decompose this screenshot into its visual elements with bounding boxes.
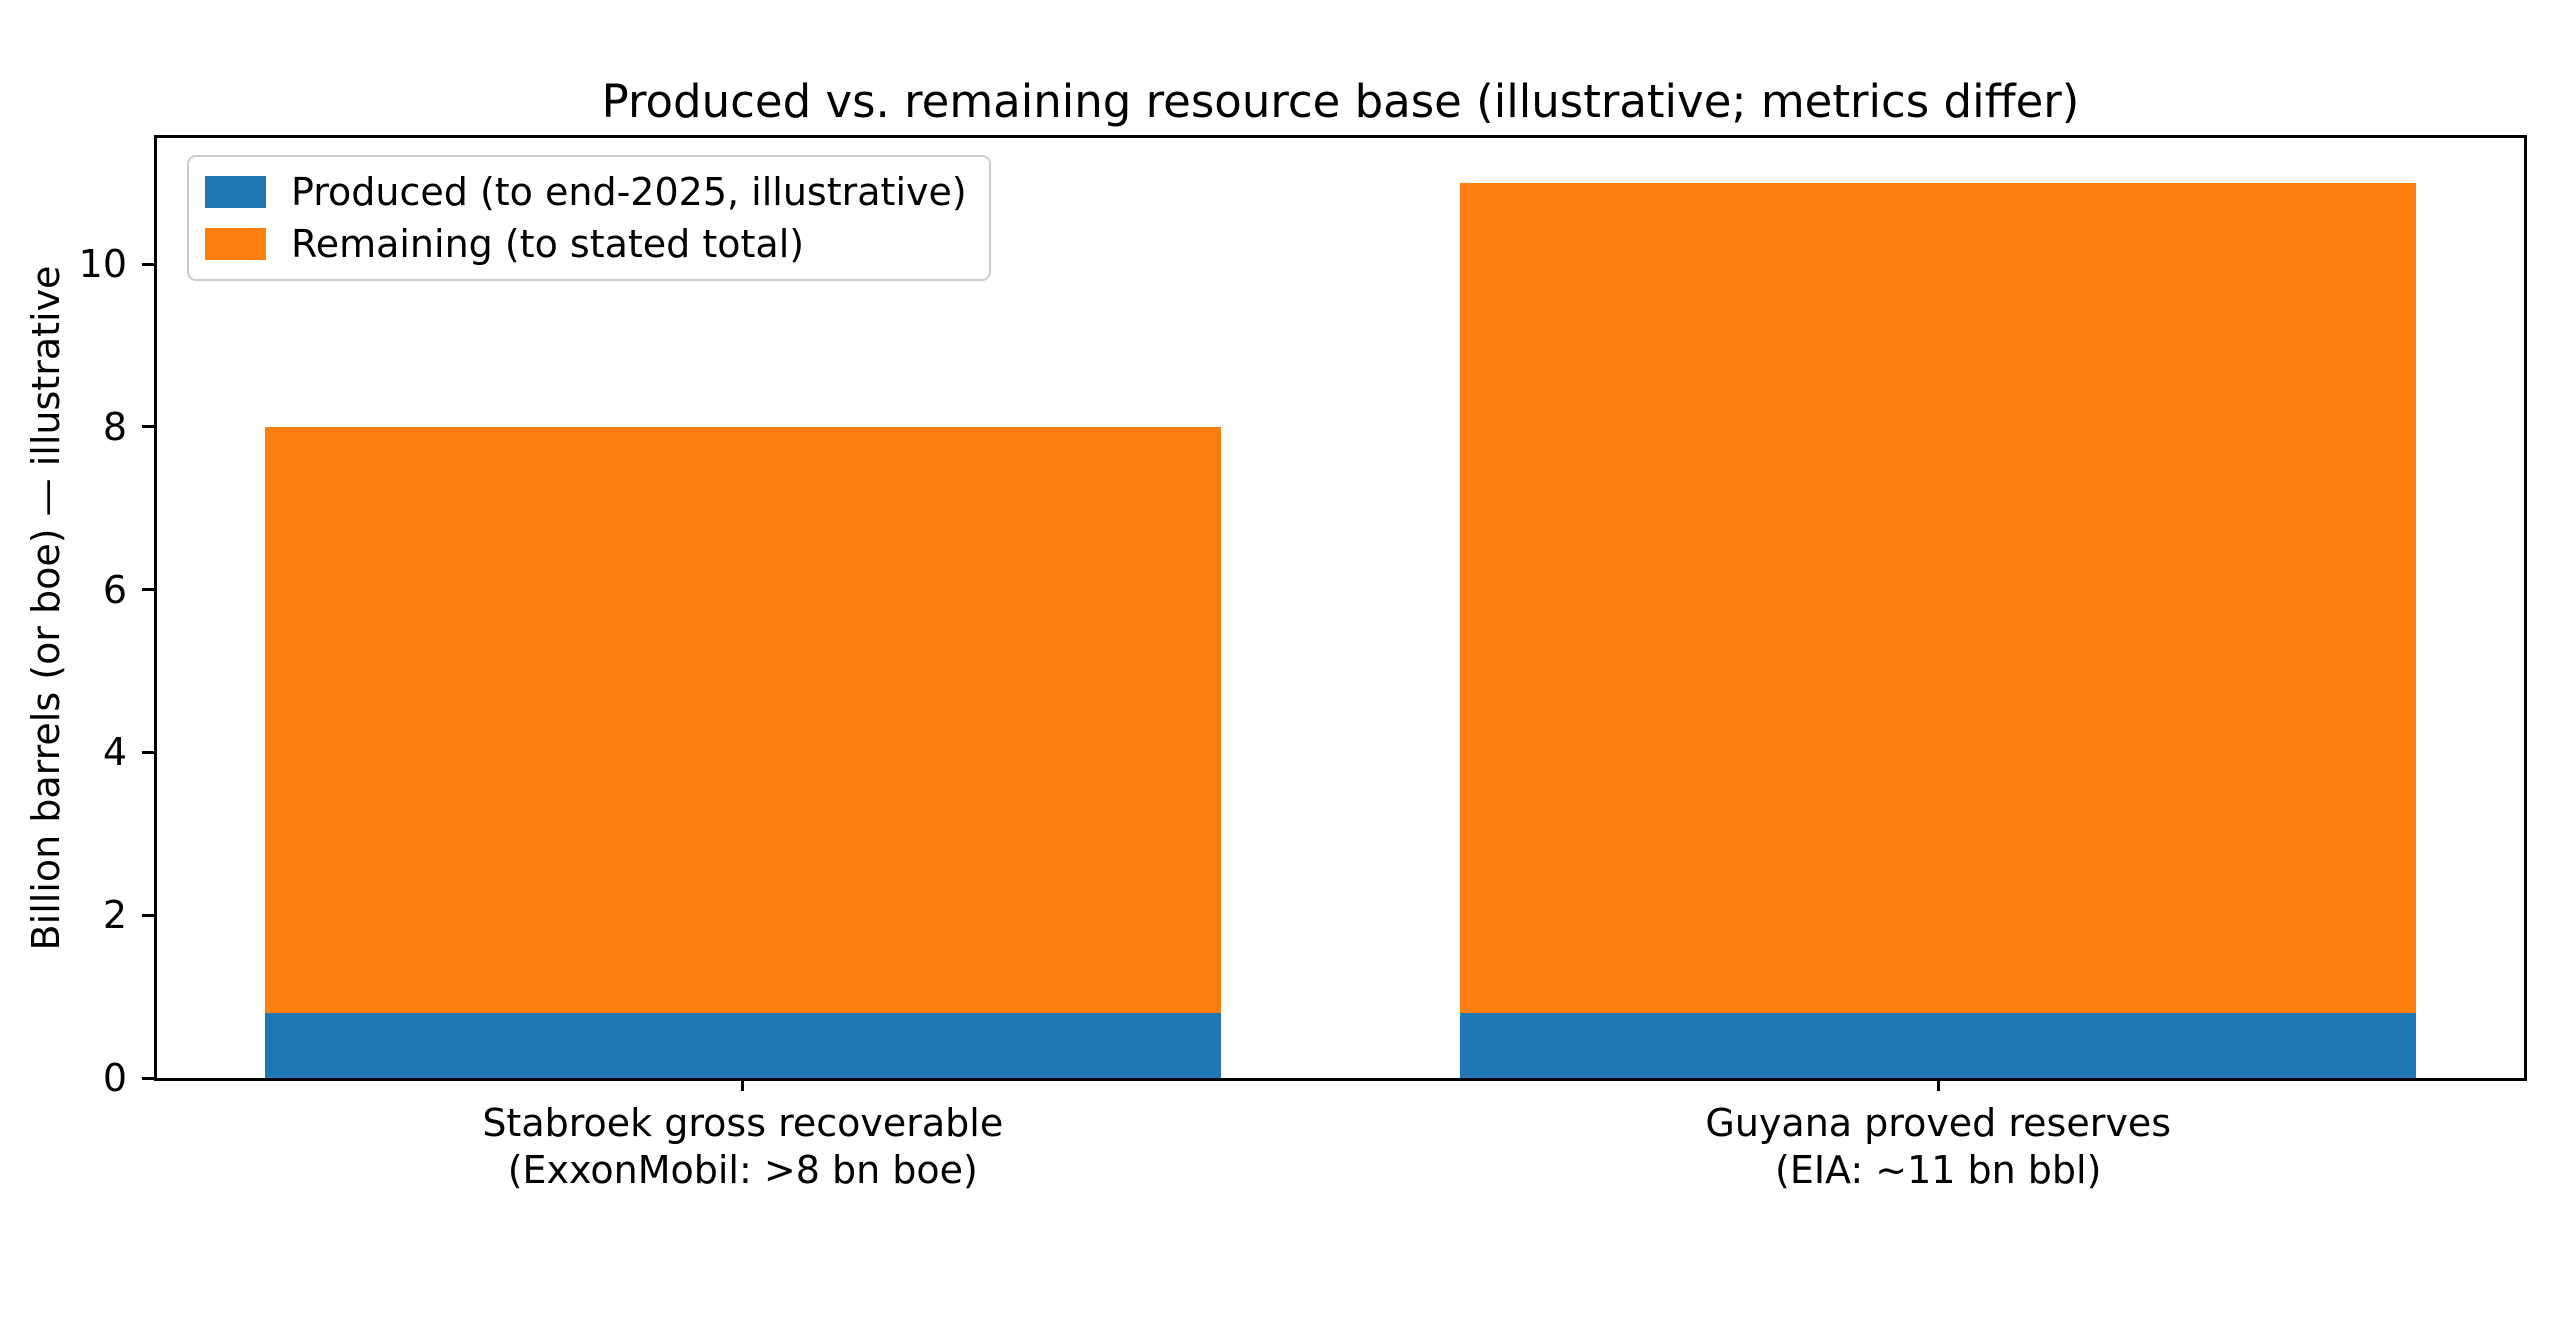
produced-legend-label: Produced (to end-2025, illustrative) <box>291 170 967 214</box>
legend: Produced (to end-2025, illustrative) Rem… <box>187 155 991 281</box>
y-tick-mark <box>142 588 154 592</box>
bar-segment <box>1460 182 2417 1013</box>
x-tick-label-line: (ExxonMobil: >8 bn boe) <box>507 1148 978 1192</box>
y-tick-label: 8 <box>102 404 127 449</box>
legend-item-produced: Produced (to end-2025, illustrative) <box>205 169 967 215</box>
x-tick-mark <box>741 1078 745 1091</box>
x-tick-label-line: Guyana proved reserves <box>1705 1101 2172 1145</box>
y-tick-mark <box>142 913 154 917</box>
y-tick-label: 6 <box>102 567 127 612</box>
x-tick-label: Stabroek gross recoverable (ExxonMobil: >… <box>243 1100 1243 1194</box>
y-tick-mark <box>142 262 154 266</box>
chart-title: Produced vs. remaining resource base (il… <box>601 75 2080 128</box>
remaining-legend-label: Remaining (to stated total) <box>291 222 805 266</box>
bar-segment <box>1460 1012 2417 1078</box>
y-tick-label: 0 <box>102 1056 127 1100</box>
legend-item-remaining: Remaining (to stated total) <box>205 221 967 267</box>
remaining-legend-swatch <box>205 228 266 260</box>
y-tick-mark <box>142 750 154 754</box>
produced-legend-swatch <box>205 176 266 208</box>
y-tick-label: 4 <box>102 730 127 775</box>
bar-segment <box>264 1012 1221 1078</box>
bar-segment <box>264 426 1221 1013</box>
y-tick-mark <box>142 1076 154 1080</box>
y-tick-mark <box>142 425 154 429</box>
y-tick-label: 10 <box>78 242 127 287</box>
x-tick-label: Guyana proved reserves (EIA: ~11 bn bbl) <box>1438 1100 2438 1194</box>
x-tick-label-line: Stabroek gross recoverable <box>482 1101 1004 1145</box>
plot-area: 0 2 4 6 8 10 Stabroek gross recoverable (Exxon… <box>79 135 2527 1192</box>
y-tick-label: 2 <box>102 893 127 938</box>
x-tick-label-line: (EIA: ~11 bn bbl) <box>1775 1148 2102 1192</box>
x-tick-mark <box>1936 1078 1940 1091</box>
